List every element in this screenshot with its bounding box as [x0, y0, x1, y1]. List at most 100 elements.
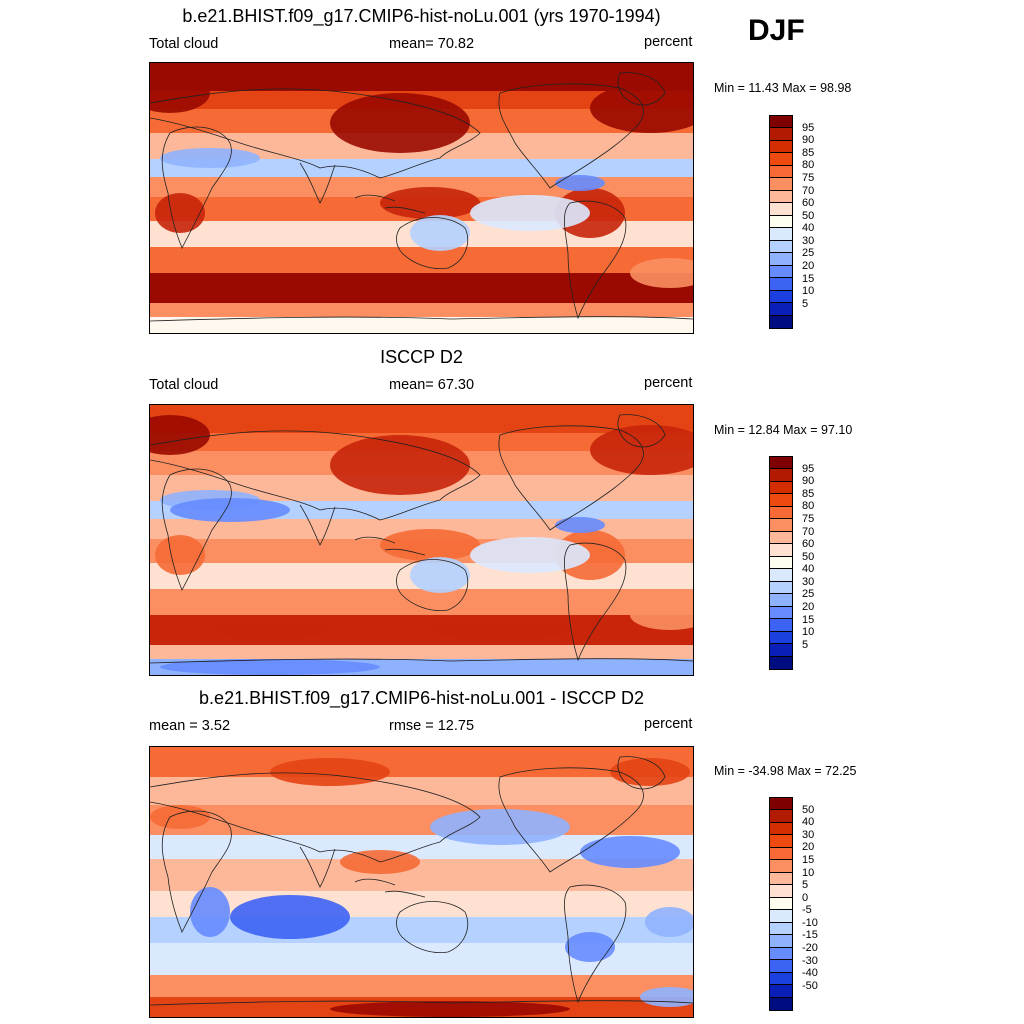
colorbar-tick-label: 40	[802, 563, 815, 576]
colorbar-box	[770, 656, 792, 669]
colorbar-box	[770, 240, 792, 254]
colorbar-box	[770, 985, 792, 998]
colorbar-tick-label: 20	[802, 260, 815, 273]
colorbar-box	[770, 885, 792, 898]
colorbar-tick-label: -10	[802, 916, 818, 929]
season-label: DJF	[748, 14, 805, 47]
panel-1-left-label: Total cloud	[149, 36, 219, 52]
panel-2-colorbar	[769, 456, 793, 670]
colorbar-box	[770, 519, 792, 532]
colorbar-tick-label: 20	[802, 841, 815, 854]
colorbar-tick-label: 40	[802, 816, 815, 829]
colorbar-box	[770, 303, 792, 316]
colorbar-tick-label: 95	[802, 121, 815, 134]
colorbar-tick-label: 20	[802, 601, 815, 614]
colorbar-tick-label: 95	[802, 462, 815, 475]
panel-2-title: ISCCP D2	[380, 347, 463, 367]
colorbar-tick-label: 90	[802, 475, 815, 488]
colorbar-box	[770, 469, 792, 482]
colorbar-tick-label: 30	[802, 575, 815, 588]
panel-3-title: b.e21.BHIST.f09_g17.CMIP6-hist-noLu.001 …	[199, 688, 644, 708]
panel-2-left-label: Total cloud	[149, 377, 219, 393]
colorbar-tick-label: 15	[802, 853, 815, 866]
colorbar-box	[770, 910, 792, 923]
colorbar-tick-label: 50	[802, 209, 815, 222]
colorbar-tick-label: 85	[802, 487, 815, 500]
colorbar-box	[770, 228, 792, 241]
colorbar-tick-label: 5	[802, 297, 809, 310]
colorbar-box	[770, 810, 792, 823]
panel-3-center-label: rmse = 12.75	[389, 718, 475, 734]
colorbar-tick-label: 50	[802, 803, 815, 816]
colorbar-box	[770, 457, 792, 470]
colorbar-box	[770, 860, 792, 873]
colorbar-box	[770, 203, 792, 216]
colorbar-tick-label: -15	[802, 929, 818, 942]
panel-2-units: percent	[644, 375, 693, 391]
panel-3-left-label: mean = 3.52	[149, 718, 231, 734]
panel-3-units: percent	[644, 716, 693, 732]
colorbar-box	[770, 997, 792, 1010]
panel-2-center-label: mean= 67.30	[389, 377, 475, 393]
colorbar-box	[770, 116, 792, 129]
colorbar-tick-label: -20	[802, 942, 818, 955]
colorbar-box	[770, 798, 792, 811]
colorbar-box	[770, 531, 792, 545]
panel-1-map	[149, 62, 694, 334]
colorbar-box	[770, 947, 792, 961]
panel-1-minmax: Min = 11.43 Max = 98.98	[714, 81, 852, 95]
colorbar-tick-label: 10	[802, 626, 815, 639]
colorbar-box	[770, 494, 792, 507]
colorbar-box	[770, 569, 792, 582]
colorbar-tick-label: 15	[802, 272, 815, 285]
colorbar-box	[770, 265, 792, 279]
colorbar-box	[770, 644, 792, 657]
colorbar-box	[770, 481, 792, 495]
colorbar-tick-label: -30	[802, 954, 818, 967]
colorbar-tick-label: 75	[802, 512, 815, 525]
colorbar-tick-label: 15	[802, 613, 815, 626]
panel-2-map	[149, 404, 694, 676]
colorbar-box	[770, 835, 792, 848]
colorbar-tick-label: 60	[802, 197, 815, 210]
colorbar-box	[770, 556, 792, 570]
panel-3-minmax: Min = -34.98 Max = 72.25	[714, 764, 857, 778]
colorbar-tick-label: 80	[802, 500, 815, 513]
colorbar-tick-label: 40	[802, 222, 815, 235]
colorbar-box	[770, 822, 792, 836]
colorbar-box	[770, 594, 792, 607]
colorbar-box	[770, 960, 792, 973]
colorbar-box	[770, 619, 792, 632]
colorbar-tick-label: 10	[802, 285, 815, 298]
panel-1-title: b.e21.BHIST.f09_g17.CMIP6-hist-noLu.001 …	[182, 6, 661, 26]
colorbar-box	[770, 897, 792, 911]
colorbar-box	[770, 544, 792, 557]
colorbar-box	[770, 935, 792, 948]
panel-2-contour-field	[150, 405, 693, 675]
colorbar-box	[770, 140, 792, 154]
colorbar-box	[770, 178, 792, 191]
colorbar-box	[770, 606, 792, 620]
colorbar-tick-label: 85	[802, 146, 815, 159]
colorbar-tick-label: 30	[802, 234, 815, 247]
colorbar-box	[770, 581, 792, 595]
panel-3-colorbar	[769, 797, 793, 1011]
panel-2-minmax: Min = 12.84 Max = 97.10	[714, 423, 853, 437]
colorbar-tick-label: 60	[802, 538, 815, 551]
colorbar-tick-label: -5	[802, 904, 812, 917]
panel-1-center-label: mean= 70.82	[389, 36, 475, 52]
colorbar-box	[770, 153, 792, 166]
colorbar-box	[770, 190, 792, 204]
colorbar-box	[770, 631, 792, 645]
colorbar-box	[770, 872, 792, 886]
colorbar-tick-label: 90	[802, 134, 815, 147]
panel-3-map	[149, 746, 694, 1018]
colorbar-tick-label: 25	[802, 247, 815, 260]
colorbar-tick-label: 25	[802, 588, 815, 601]
panel-3-contour-field	[150, 747, 693, 1017]
colorbar-tick-label: -40	[802, 967, 818, 980]
colorbar-box	[770, 315, 792, 328]
colorbar-box	[770, 278, 792, 291]
colorbar-tick-label: 70	[802, 525, 815, 538]
colorbar-box	[770, 128, 792, 141]
